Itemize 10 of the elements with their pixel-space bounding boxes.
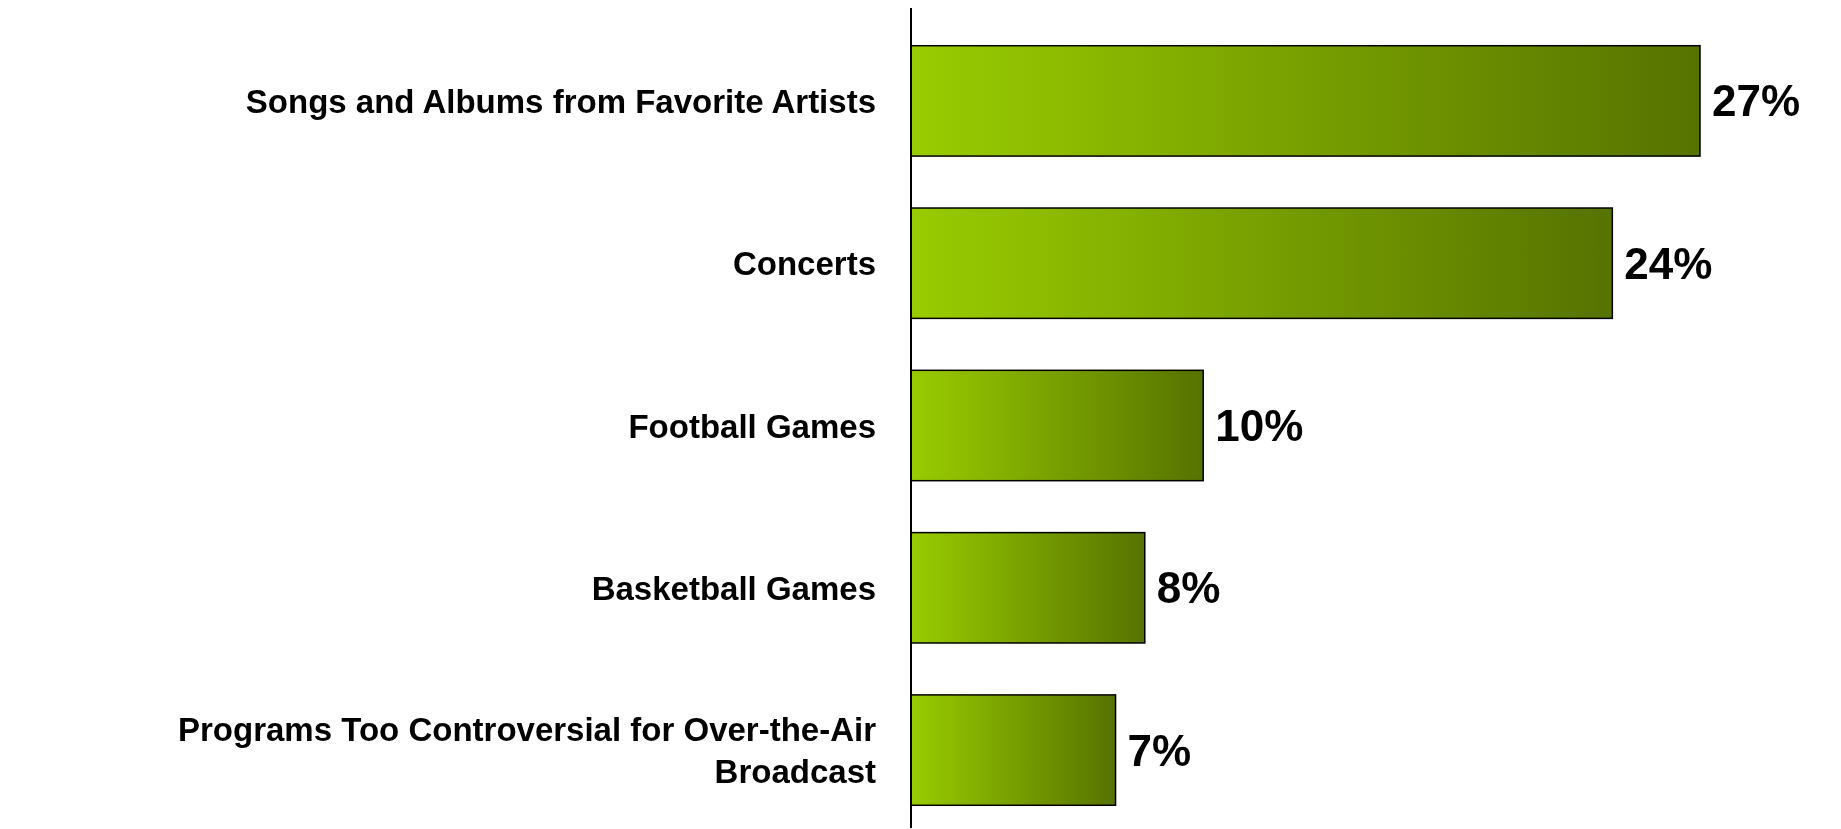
data-label: 24% [1624,238,1713,288]
data-label: 27% [1712,76,1801,126]
y-tick-label: Concerts [732,244,876,282]
data-label: 7% [1127,725,1192,775]
data-label: 10% [1215,401,1304,450]
y-tick-label: Basketball Games [591,569,876,607]
y-tick-label: Programs Too Controversial for Over-the-Air Broadcast [177,710,877,790]
y-tick-label: Songs and Albums from Favorite Artists [245,82,876,120]
data-label: 8% [1156,563,1221,613]
y-tick-label: Football Games [628,407,876,444]
